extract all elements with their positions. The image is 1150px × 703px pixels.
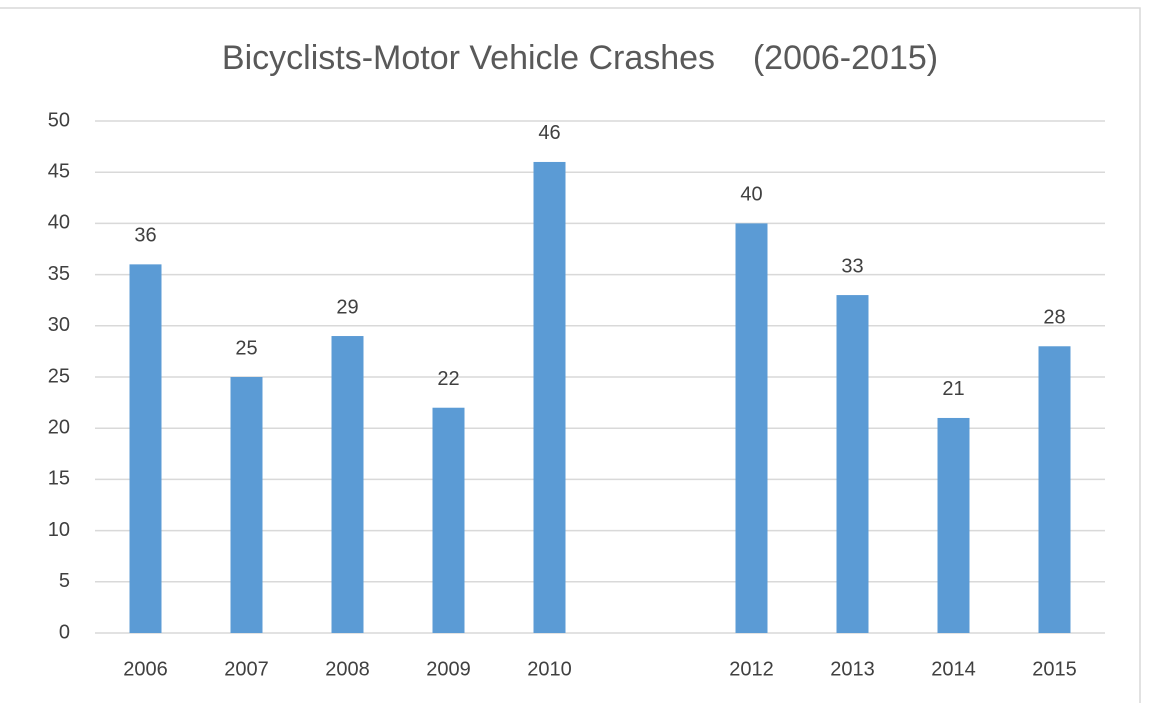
bar: [230, 377, 263, 633]
x-tick-label: 2010: [527, 658, 572, 680]
data-label: 40: [740, 184, 762, 206]
data-label: 21: [942, 378, 964, 400]
bar: [836, 295, 869, 633]
bar: [533, 161, 566, 633]
bar: [432, 407, 465, 633]
x-tick-label: 2009: [426, 658, 471, 680]
y-tick-label: 45: [48, 160, 70, 182]
x-tick-label: 2014: [931, 658, 976, 680]
y-tick-label: 35: [48, 263, 70, 285]
y-tick-label: 25: [48, 365, 70, 387]
data-label: 46: [538, 122, 560, 144]
y-tick-label: 20: [48, 416, 70, 438]
y-tick-label: 30: [48, 314, 70, 336]
x-tick-label: 2007: [224, 658, 269, 680]
bar: [735, 223, 768, 633]
data-label: 29: [336, 296, 358, 318]
bar: [937, 417, 970, 633]
x-tick-label: 2008: [325, 658, 370, 680]
x-tick-label: 2006: [123, 658, 168, 680]
data-label: 25: [235, 337, 257, 359]
bar: [129, 264, 162, 633]
data-label: 33: [841, 255, 863, 277]
x-tick-label: 2013: [830, 658, 875, 680]
bar: [331, 336, 364, 633]
y-tick-label: 0: [59, 621, 70, 643]
data-label: 22: [437, 368, 459, 390]
y-tick-label: 5: [59, 570, 70, 592]
y-tick-label: 40: [48, 212, 70, 234]
data-label: 36: [134, 225, 156, 247]
bar: [1038, 346, 1071, 633]
data-label: 28: [1043, 307, 1065, 329]
y-tick-label: 15: [48, 468, 70, 490]
x-tick-label: 2012: [729, 658, 774, 680]
y-tick-label: 50: [48, 109, 70, 131]
y-tick-label: 10: [48, 519, 70, 541]
chart-title: Bicyclists-Motor Vehicle Crashes (2006-2…: [222, 39, 938, 77]
x-tick-label: 2015: [1032, 658, 1077, 680]
